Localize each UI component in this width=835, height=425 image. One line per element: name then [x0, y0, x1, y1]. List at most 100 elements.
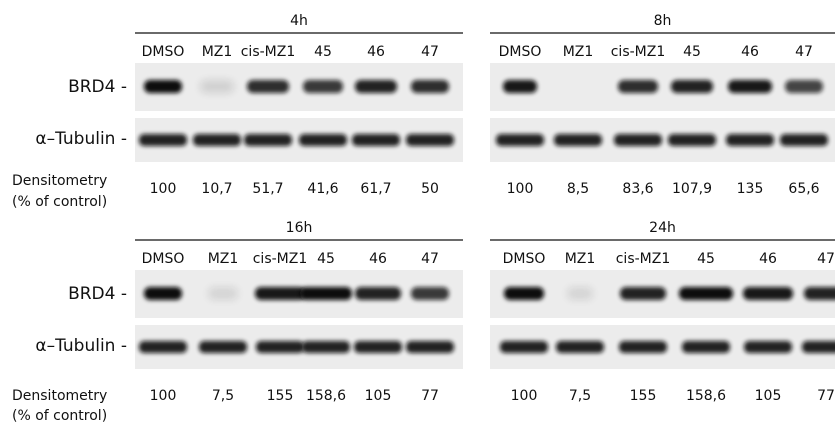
panel-title: 24h: [649, 220, 676, 236]
tubulin-band: [406, 134, 454, 146]
densitometry-value: 158,6: [686, 388, 726, 404]
panel-title: 4h: [290, 13, 308, 29]
row-label: Densitometry: [12, 388, 107, 404]
densitometry-value: 8,5: [567, 181, 589, 197]
tubulin-band: [726, 134, 774, 146]
densitometry-value: 50: [421, 181, 439, 197]
brd4-band: [804, 287, 835, 300]
row-label: BRD4 -: [68, 77, 127, 97]
tubulin-band: [139, 134, 187, 146]
brd4-band: [504, 287, 544, 300]
densitometry-value: 51,7: [252, 181, 283, 197]
densitometry-value: 65,6: [788, 181, 819, 197]
lane-label: 46: [741, 44, 759, 60]
brd4-band: [620, 287, 666, 300]
tubulin-band: [193, 134, 241, 146]
lane-label: DMSO: [142, 44, 185, 60]
lane-label: DMSO: [499, 44, 542, 60]
tubulin-band: [500, 341, 548, 353]
tubulin-band: [256, 341, 304, 353]
brd4-band: [671, 80, 713, 93]
tubulin-band: [496, 134, 544, 146]
densitometry-value: 100: [150, 388, 177, 404]
densitometry-value: 61,7: [360, 181, 391, 197]
brd4-band: [200, 80, 234, 93]
row-label: (% of control): [12, 194, 107, 210]
lane-label: cis-MZ1: [616, 251, 671, 267]
brd4-band: [300, 287, 352, 300]
brd4-band: [411, 287, 449, 300]
densitometry-value: 100: [511, 388, 538, 404]
brd4-band: [144, 287, 182, 300]
lane-label: DMSO: [142, 251, 185, 267]
tubulin-band: [354, 341, 402, 353]
tubulin-band: [302, 341, 350, 353]
lane-label: MZ1: [563, 44, 594, 60]
row-label: α–Tubulin -: [35, 336, 127, 356]
brd4-band: [144, 80, 182, 93]
lane-label: cis-MZ1: [253, 251, 308, 267]
tubulin-band: [668, 134, 716, 146]
brd4-band: [503, 80, 537, 93]
brd4-band: [247, 80, 289, 93]
lane-label: 45: [697, 251, 715, 267]
densitometry-value: 41,6: [307, 181, 338, 197]
tubulin-band: [614, 134, 662, 146]
row-label: BRD4 -: [68, 284, 127, 304]
densitometry-value: 77: [817, 388, 835, 404]
brd4-band: [355, 287, 401, 300]
lane-label: cis-MZ1: [241, 44, 296, 60]
lane-label: cis-MZ1: [611, 44, 666, 60]
brd4-band: [208, 287, 238, 300]
tubulin-band: [406, 341, 454, 353]
tubulin-band: [780, 134, 828, 146]
tubulin-band: [199, 341, 247, 353]
tubulin-band: [352, 134, 400, 146]
tubulin-band: [682, 341, 730, 353]
brd4-band: [785, 80, 823, 93]
brd4-band: [743, 287, 793, 300]
densitometry-value: 10,7: [201, 181, 232, 197]
tubulin-band: [744, 341, 792, 353]
brd4-band: [255, 287, 305, 300]
row-label: Densitometry: [12, 173, 107, 189]
figure: BRD4 - α–Tubulin - Densitometry (% of co…: [0, 0, 835, 425]
lane-label: 47: [421, 44, 439, 60]
densitometry-value: 100: [507, 181, 534, 197]
lane-label: 46: [369, 251, 387, 267]
lane-label: 47: [817, 251, 835, 267]
tubulin-band: [139, 341, 187, 353]
tubulin-band: [556, 341, 604, 353]
densitometry-value: 107,9: [672, 181, 712, 197]
densitometry-value: 105: [365, 388, 392, 404]
brd4-band: [728, 80, 772, 93]
brd4-band: [355, 80, 397, 93]
tubulin-band: [802, 341, 835, 353]
densitometry-value: 83,6: [622, 181, 653, 197]
lane-label: 47: [795, 44, 813, 60]
lane-label: 46: [759, 251, 777, 267]
panel-title: 8h: [654, 13, 672, 29]
lane-label: 45: [314, 44, 332, 60]
tubulin-band: [299, 134, 347, 146]
lane-label: MZ1: [208, 251, 239, 267]
brd4-band: [679, 287, 733, 300]
densitometry-value: 155: [267, 388, 294, 404]
densitometry-value: 135: [737, 181, 764, 197]
row-label: (% of control): [12, 408, 107, 424]
panel-title: 16h: [286, 220, 313, 236]
lane-label: DMSO: [503, 251, 546, 267]
densitometry-value: 105: [755, 388, 782, 404]
tubulin-band: [244, 134, 292, 146]
densitometry-value: 7,5: [569, 388, 591, 404]
lane-label: 45: [683, 44, 701, 60]
densitometry-value: 100: [150, 181, 177, 197]
brd4-band: [618, 80, 658, 93]
lane-label: 45: [317, 251, 335, 267]
lane-label: MZ1: [202, 44, 233, 60]
tubulin-band: [554, 134, 602, 146]
lane-label: 46: [367, 44, 385, 60]
brd4-band: [567, 287, 593, 300]
tubulin-band: [619, 341, 667, 353]
lane-label: MZ1: [565, 251, 596, 267]
